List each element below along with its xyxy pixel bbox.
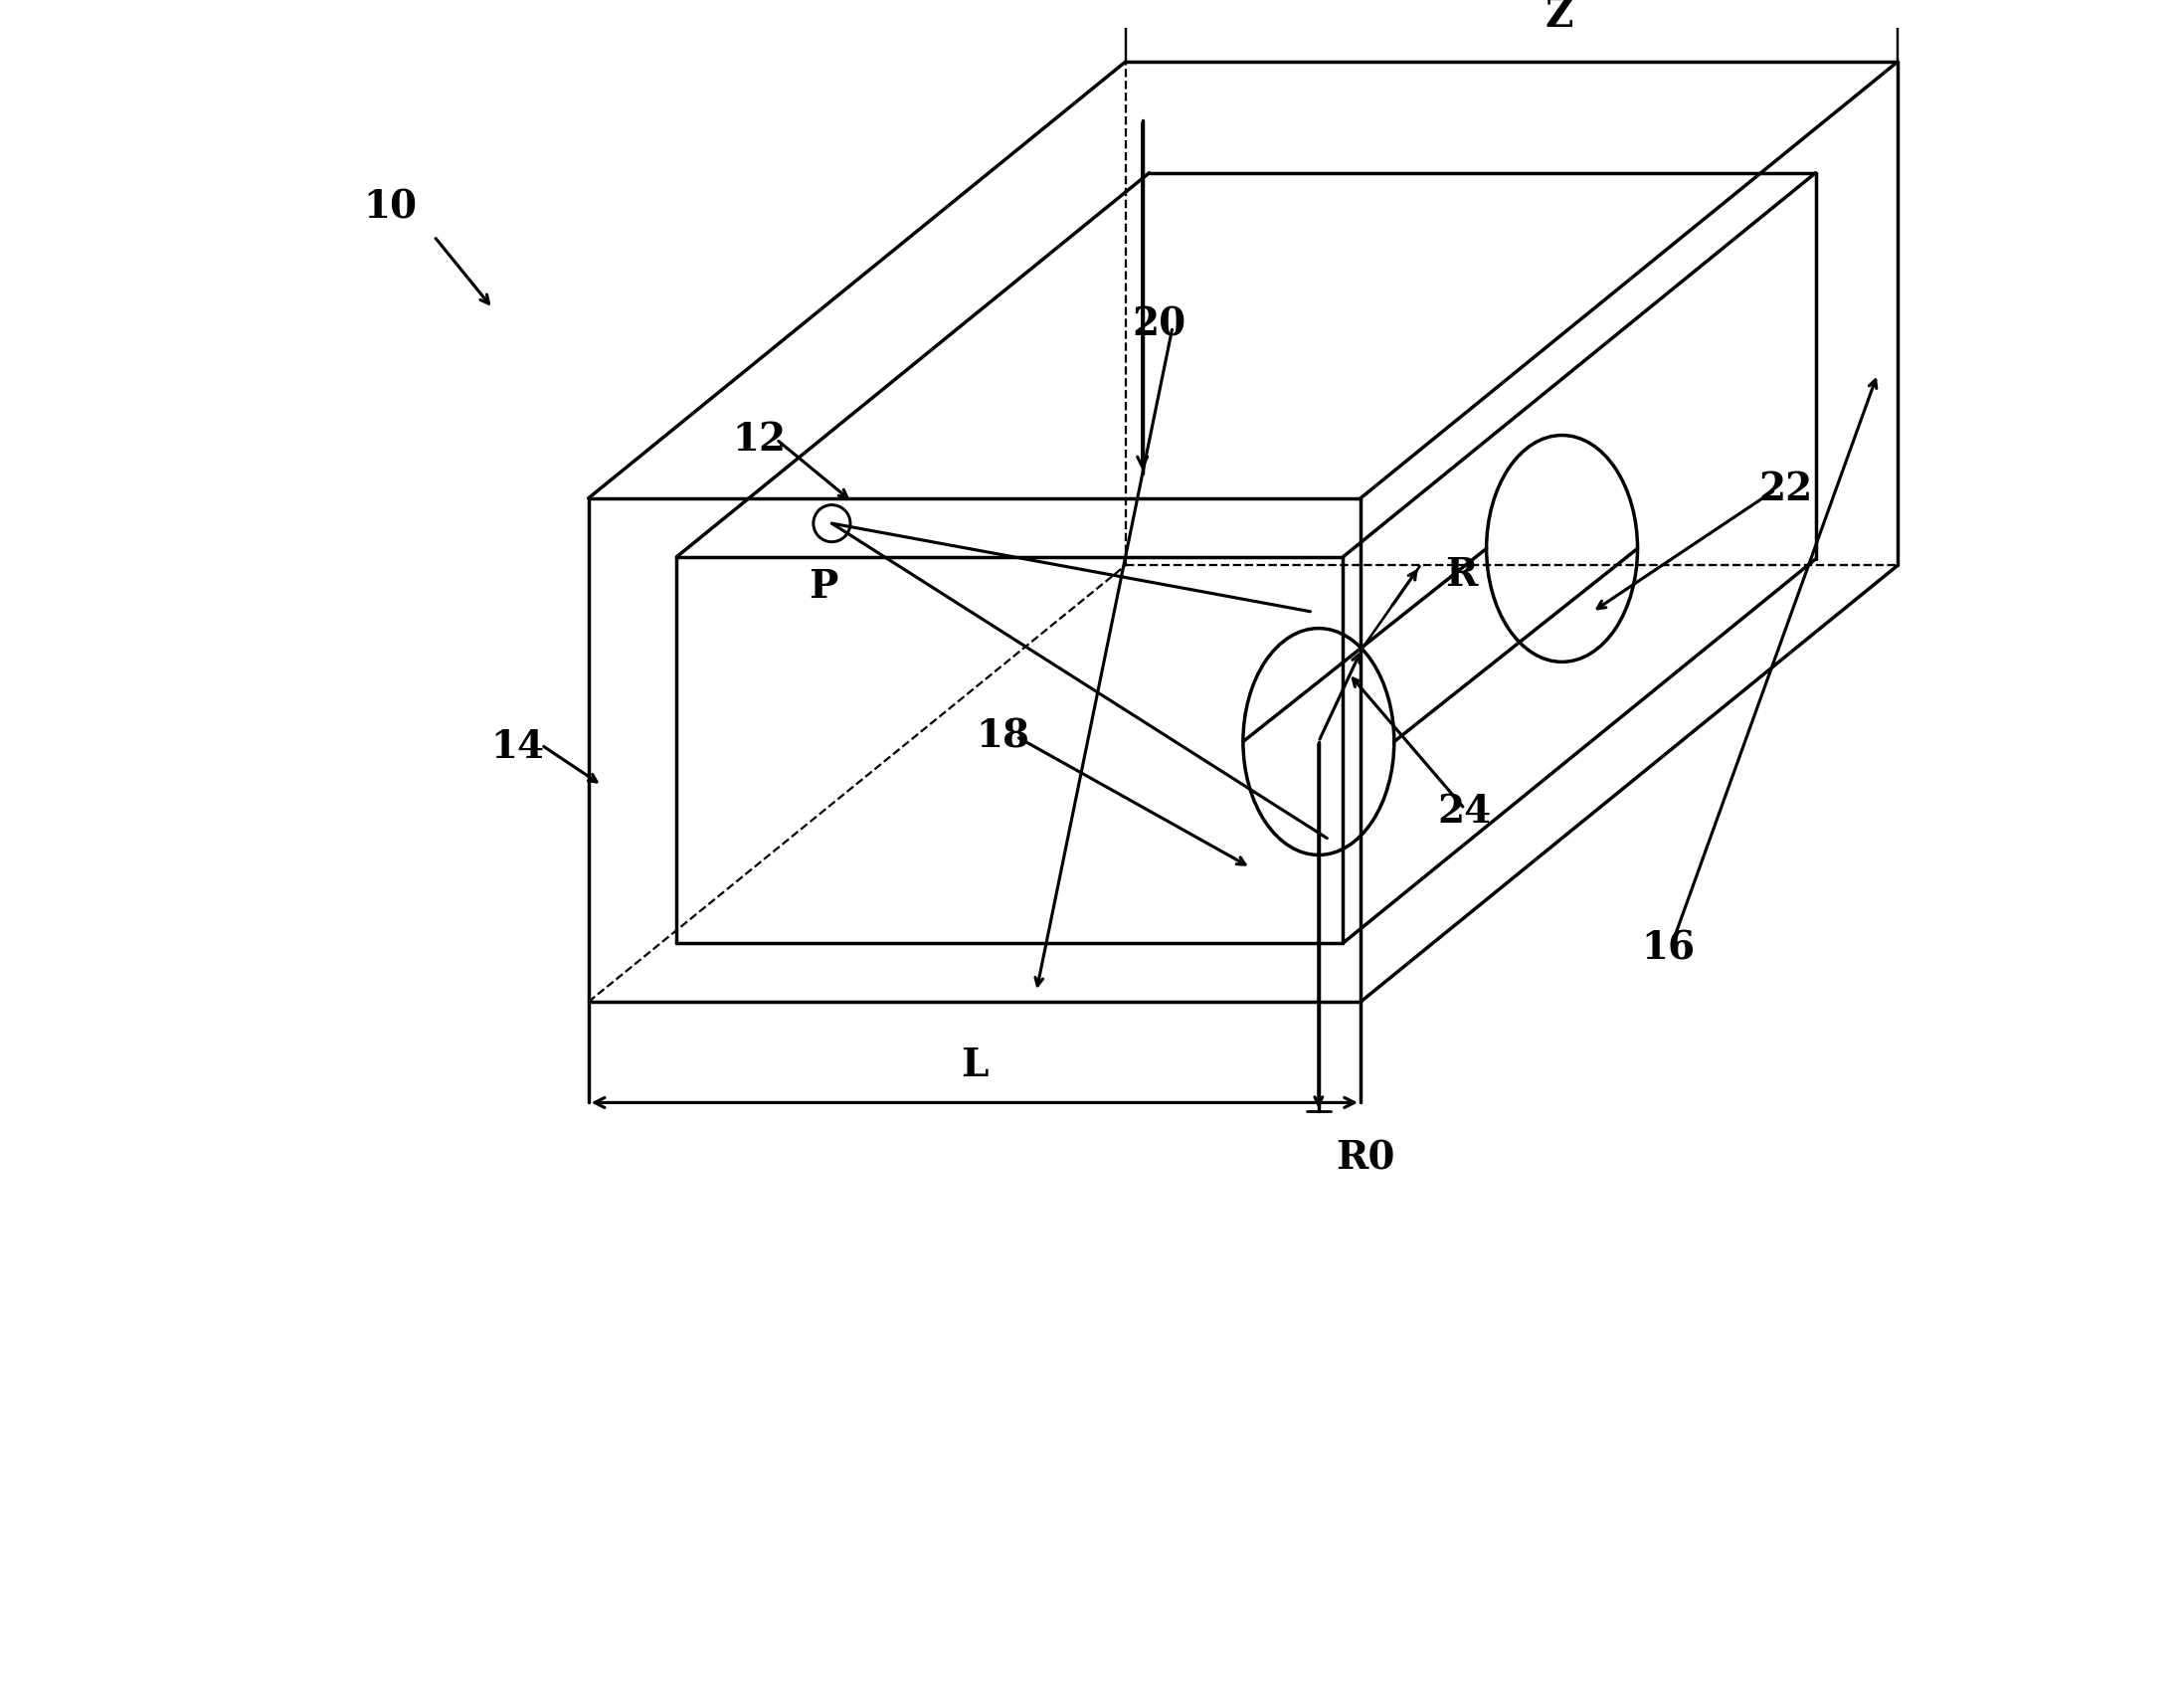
Text: L: L — [961, 1046, 987, 1084]
Text: 16: 16 — [1640, 929, 1695, 968]
Text: 22: 22 — [1758, 471, 1813, 509]
Text: R0: R0 — [1337, 1139, 1396, 1176]
Text: R: R — [1446, 556, 1479, 594]
Text: 18: 18 — [976, 717, 1031, 756]
Text: 24: 24 — [1437, 794, 1492, 831]
Text: Z: Z — [1544, 0, 1572, 36]
Text: 14: 14 — [491, 727, 544, 765]
Text: P: P — [808, 568, 839, 606]
Text: 10: 10 — [363, 189, 417, 227]
Text: 12: 12 — [734, 420, 786, 459]
Text: 20: 20 — [1131, 306, 1186, 345]
